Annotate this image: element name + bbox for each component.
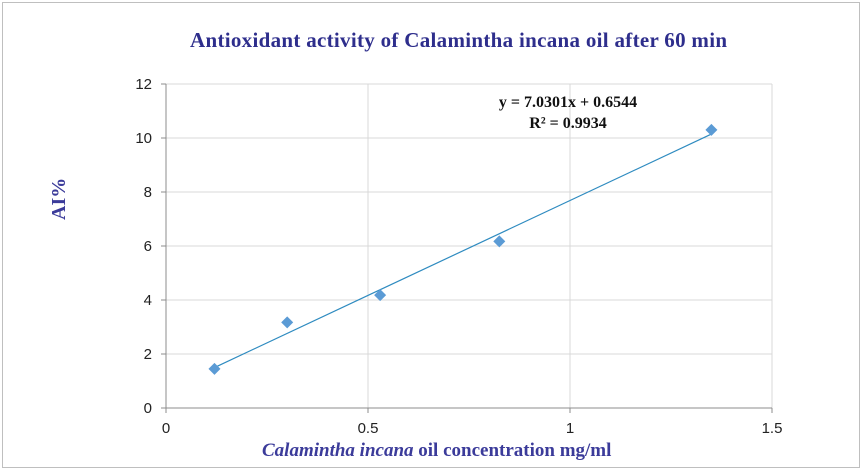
- data-point-diamond: [705, 123, 718, 136]
- axes: [161, 83, 773, 413]
- data-point-diamond: [493, 235, 506, 248]
- r-squared-label: R² = 0.9934: [529, 115, 606, 132]
- y-tick-label: 0: [144, 400, 152, 417]
- data-point-diamond: [208, 362, 221, 375]
- tick-labels: 0 2 4 6 8 10 12 0 0.5 1 1.5: [135, 76, 782, 437]
- x-axis-label-italic: Calamintha incana: [262, 440, 414, 461]
- data-points: [208, 123, 718, 375]
- y-tick-label: 8: [144, 184, 152, 201]
- trendline-group: [214, 133, 712, 369]
- chart-title: Antioxidant activity of Calamintha incan…: [190, 28, 728, 52]
- x-tick-label: 0: [162, 420, 170, 437]
- y-tick-label: 12: [135, 76, 152, 93]
- grid-lines: [166, 83, 773, 408]
- y-tick-label: 10: [135, 130, 152, 147]
- y-tick-label: 4: [144, 292, 152, 309]
- y-tick-label: 2: [144, 346, 152, 363]
- y-tick-label: 6: [144, 238, 152, 255]
- x-axis-label: Calamintha incana oil concentration mg/m…: [262, 440, 611, 462]
- data-point-diamond: [374, 289, 387, 302]
- x-tick-label: 0.5: [358, 420, 379, 437]
- linear-trendline: [214, 133, 712, 369]
- data-point-diamond: [281, 316, 294, 329]
- trendline-equation: y = 7.0301x + 0.6544: [499, 94, 637, 111]
- x-tick-label: 1.5: [762, 420, 783, 437]
- x-axis-label-rest: oil concentration mg/ml: [413, 440, 612, 461]
- x-tick-label: 1: [566, 420, 574, 437]
